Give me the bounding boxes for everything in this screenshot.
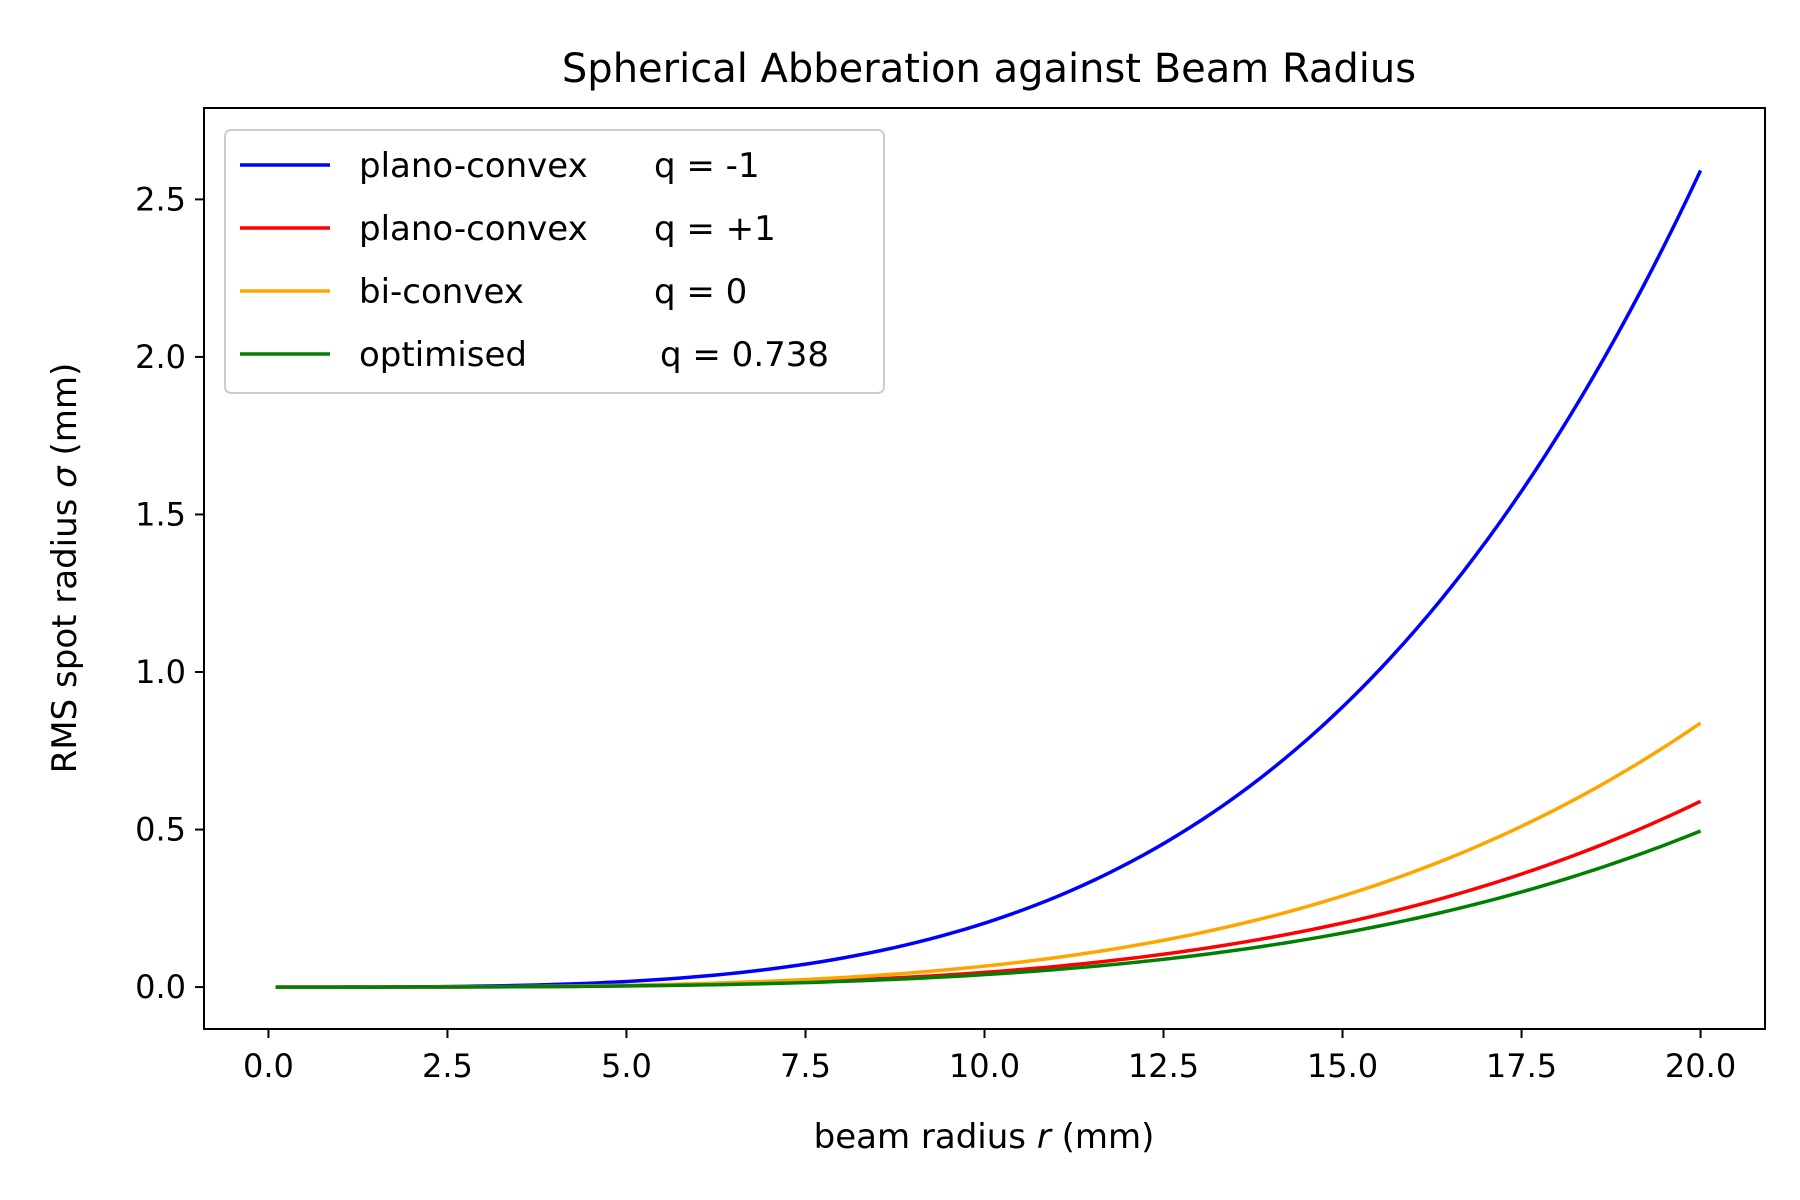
x-tick-label: 10.0 [949, 1047, 1020, 1085]
x-axis-label-text: beam radius [814, 1117, 1037, 1157]
legend-label-1: plano-convex [359, 209, 588, 249]
series-line-3 [275, 829, 1702, 989]
legend-box [224, 129, 885, 394]
x-axis-label-unit: (mm) [1051, 1117, 1155, 1157]
x-axis-label-variable: r [1037, 1117, 1053, 1157]
x-axis-ticks: 0.0 2.5 5.0 7.5 10.0 12.5 15.0 17.5 20.0 [243, 1029, 1736, 1085]
y-tick-label: 1.5 [135, 495, 186, 533]
x-tick-label: 20.0 [1665, 1047, 1736, 1085]
y-axis-label-text: RMS spot radius [45, 488, 85, 774]
x-tick-label: 5.0 [601, 1047, 652, 1085]
x-tick-label: 17.5 [1486, 1047, 1557, 1085]
y-tick-label: 1.0 [135, 653, 186, 691]
legend-label-2: bi-convex [359, 272, 524, 312]
legend-q-value-0: q = -1 [654, 146, 760, 186]
y-axis-label-unit: (mm) [45, 363, 85, 467]
x-tick-label: 0.0 [243, 1047, 294, 1085]
x-axis-label: beam radius r (mm) [814, 1117, 1155, 1157]
series-layer [275, 169, 1703, 989]
legend-label-0: plano-convex [359, 146, 588, 186]
legend: plano-convex q = -1 plano-convex q = +1 bi-c… [224, 129, 885, 394]
chart-title: Spherical Abberation against Beam Radius [562, 46, 1416, 92]
legend-q-value-1: q = +1 [654, 209, 776, 249]
legend-q-value-3: q = 0.738 [660, 335, 829, 375]
x-tick-label: 15.0 [1307, 1047, 1378, 1085]
y-axis-label-variable: σ [45, 465, 85, 488]
legend-q-value-2: q = 0 [654, 272, 747, 312]
y-tick-label: 0.5 [135, 811, 186, 849]
y-axis-ticks: 0.0 0.5 1.0 1.5 2.0 2.5 [135, 180, 204, 1006]
x-tick-label: 2.5 [422, 1047, 473, 1085]
y-tick-label: 2.0 [135, 338, 186, 376]
y-tick-label: 0.0 [135, 968, 186, 1006]
legend-label-3: optimised [359, 335, 527, 375]
y-tick-label: 2.5 [135, 180, 186, 218]
x-tick-label: 7.5 [780, 1047, 831, 1085]
x-tick-label: 12.5 [1128, 1047, 1199, 1085]
y-axis-label: RMS spot radius σ (mm) [45, 363, 85, 774]
